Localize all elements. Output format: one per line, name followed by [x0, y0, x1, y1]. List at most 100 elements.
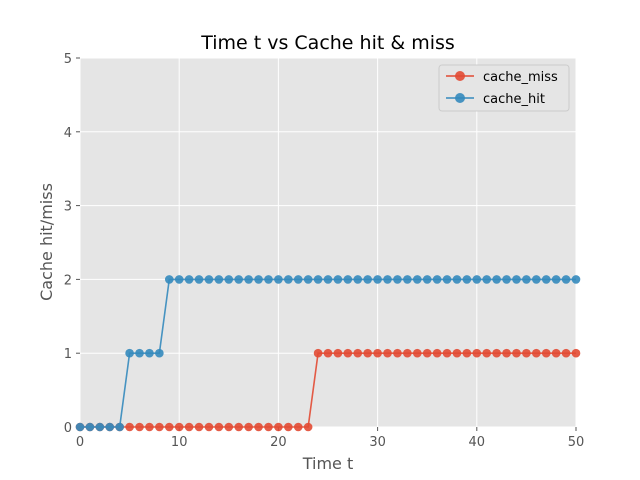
data-point-cache-miss [313, 348, 323, 358]
data-point-cache-miss [274, 422, 283, 432]
data-point-cache-miss [145, 422, 154, 432]
data-point-cache-miss [224, 422, 234, 432]
data-point-cache-miss [174, 422, 184, 432]
data-point-cache-hit [561, 275, 571, 284]
data-point-cache-hit [442, 275, 452, 284]
y-axis-label: Cache hit/miss [37, 183, 56, 301]
data-point-cache-miss [204, 422, 214, 432]
data-point-cache-hit [303, 275, 313, 284]
data-point-cache-miss [323, 348, 333, 358]
data-point-cache-hit [571, 275, 581, 284]
data-point-cache-miss [522, 348, 531, 358]
legend-label-cache-miss: cache_miss [483, 70, 558, 85]
data-point-cache-hit [363, 275, 372, 284]
data-point-cache-miss [432, 348, 442, 358]
data-point-cache-hit [234, 275, 244, 284]
data-point-cache-miss [412, 348, 422, 358]
y-tick-label: 4 [64, 126, 72, 141]
data-point-cache-miss [571, 348, 581, 358]
data-point-cache-hit [105, 422, 115, 432]
data-point-cache-hit [412, 275, 422, 284]
data-point-cache-hit [85, 422, 95, 432]
data-point-cache-hit [184, 275, 194, 284]
data-point-cache-miss [512, 348, 521, 358]
data-point-cache-hit [522, 275, 531, 284]
data-point-cache-miss [403, 348, 412, 358]
data-point-cache-hit [353, 275, 363, 284]
data-point-cache-hit [264, 275, 273, 284]
data-point-cache-hit [452, 275, 462, 284]
data-point-cache-hit [75, 422, 85, 432]
data-point-cache-miss [393, 348, 402, 358]
x-tick-label: 40 [469, 435, 486, 450]
data-point-cache-hit [403, 275, 412, 284]
y-tick-label: 1 [64, 347, 72, 362]
data-point-cache-hit [422, 275, 432, 284]
data-point-cache-miss [532, 348, 541, 358]
data-point-cache-miss [442, 348, 452, 358]
x-tick-label: 10 [171, 435, 188, 450]
data-point-cache-miss [462, 348, 472, 358]
data-point-cache-hit [284, 275, 293, 284]
y-tick-label: 0 [64, 421, 72, 436]
y-tick-label: 5 [64, 52, 72, 67]
y-tick-label: 2 [64, 273, 72, 288]
y-axis-ticks: 0 1 2 3 4 5 [64, 52, 80, 436]
legend: cache_miss cache_hit [438, 64, 570, 112]
data-point-cache-hit [214, 275, 224, 284]
data-point-cache-miss [492, 348, 501, 358]
data-point-cache-hit [95, 422, 105, 432]
data-point-cache-hit [482, 275, 492, 284]
data-point-cache-hit [551, 275, 561, 284]
data-point-cache-hit [135, 348, 144, 358]
data-point-cache-hit [244, 275, 253, 284]
x-tick-label: 50 [568, 435, 585, 450]
data-point-cache-miss [164, 422, 174, 432]
data-point-cache-miss [353, 348, 363, 358]
data-point-cache-hit [383, 275, 392, 284]
data-point-cache-miss [551, 348, 561, 358]
data-point-cache-hit [313, 275, 323, 284]
data-point-cache-hit [532, 275, 541, 284]
chart-title: Time t vs Cache hit & miss [200, 32, 455, 54]
data-point-cache-hit [343, 275, 353, 284]
data-point-cache-miss [482, 348, 492, 358]
data-point-cache-miss [155, 422, 164, 432]
data-point-cache-hit [472, 275, 482, 284]
data-point-cache-hit [174, 275, 184, 284]
data-point-cache-miss [502, 348, 511, 358]
data-point-cache-miss [194, 422, 204, 432]
data-point-cache-hit [155, 348, 164, 358]
x-axis-ticks: 0 10 20 30 40 50 [76, 427, 584, 450]
x-tick-label: 30 [369, 435, 386, 450]
x-axis-label: Time t [302, 454, 354, 473]
data-point-cache-miss [135, 422, 144, 432]
data-point-cache-hit [254, 275, 263, 284]
data-point-cache-miss [363, 348, 372, 358]
legend-marker-cache-miss [455, 71, 465, 81]
data-point-cache-miss [343, 348, 353, 358]
data-point-cache-hit [323, 275, 333, 284]
data-point-cache-miss [303, 422, 313, 432]
legend-marker-cache-hit [455, 93, 465, 103]
data-point-cache-miss [125, 422, 134, 432]
series-layer [75, 275, 581, 432]
data-point-cache-miss [214, 422, 224, 432]
data-point-cache-hit [512, 275, 521, 284]
data-point-cache-miss [284, 422, 293, 432]
series-cache-hit [75, 275, 581, 432]
data-point-cache-miss [422, 348, 432, 358]
data-point-cache-miss [541, 348, 551, 358]
data-point-cache-hit [492, 275, 501, 284]
data-point-cache-hit [541, 275, 551, 284]
data-point-cache-miss [333, 348, 343, 358]
data-point-cache-miss [264, 422, 273, 432]
data-point-cache-miss [561, 348, 571, 358]
x-tick-label: 0 [76, 435, 84, 450]
data-point-cache-hit [293, 275, 303, 284]
data-point-cache-miss [254, 422, 263, 432]
data-point-cache-hit [194, 275, 204, 284]
data-point-cache-miss [452, 348, 462, 358]
data-point-cache-hit [145, 348, 154, 358]
